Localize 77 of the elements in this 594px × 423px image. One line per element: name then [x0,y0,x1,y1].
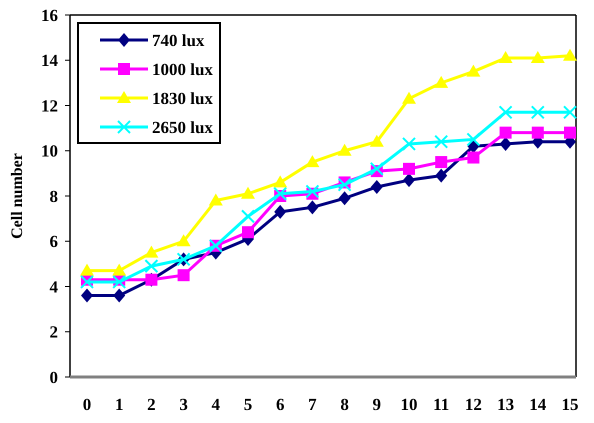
point [305,184,320,198]
point [530,105,545,120]
point [466,132,480,146]
point [467,152,480,164]
point [176,234,191,246]
point [81,288,93,303]
point [241,186,255,199]
x-tick-label: 15 [562,395,578,414]
point [241,209,255,224]
x-tick-label: 14 [529,395,547,414]
y-axis-title: Cell number [9,153,26,239]
point [402,136,416,151]
point [338,191,351,206]
point [80,274,94,289]
point [144,246,158,258]
point [273,175,288,188]
point [338,178,352,192]
x-tick-label: 2 [147,395,156,414]
y-tick-label: 16 [41,6,58,25]
y-tick-label: 8 [50,186,58,206]
x-tick-label: 1 [114,395,124,414]
y-tick-label: 4 [50,277,58,296]
point [466,64,480,77]
point [563,105,577,120]
x-tick-label: 9 [372,395,382,414]
point [498,105,513,120]
point [208,194,223,206]
y-tick-label: 10 [41,142,58,161]
point [403,173,415,188]
point [370,134,384,147]
x-tick-label: 3 [179,395,188,414]
x-tick-label: 4 [212,395,221,414]
point [563,48,577,61]
x-tick-label: 11 [433,395,450,414]
point [305,155,320,168]
point [306,200,318,214]
x-tick-label: 13 [497,395,514,414]
point [435,156,448,168]
y-tick-label: 2 [50,322,58,342]
point [500,136,512,151]
point [178,269,190,282]
point [500,126,512,139]
legend-label: 2650 lux [152,118,214,137]
x-tick-label: 12 [464,395,482,414]
y-tick-label: 12 [41,96,58,116]
legend-label: 740 lux [152,30,205,50]
x-tick-label: 10 [400,395,418,414]
point [80,264,94,276]
point [532,126,544,139]
point [112,264,126,276]
point [435,168,448,183]
point [112,274,126,289]
y-tick-label: 0 [50,368,58,387]
point [144,259,158,274]
x-tick-label: 6 [276,395,284,414]
point [434,76,448,88]
y-tick-label: 14 [41,51,58,70]
point [338,144,352,156]
point [403,162,415,175]
point [530,50,545,63]
x-tick-label: 8 [340,395,349,414]
x-tick-label: 7 [308,395,318,414]
point [564,126,576,139]
point [434,134,448,149]
point [370,162,384,176]
x-tick-label: 0 [82,395,92,414]
legend-label: 1000 lux [152,60,214,79]
point [113,288,126,303]
point [273,186,288,201]
point [498,50,513,63]
point [402,92,416,104]
point [370,180,383,194]
legend-label: 1830 lux [152,88,214,108]
x-tick-label: 5 [244,395,252,414]
y-tick-label: 6 [50,232,58,252]
point [242,226,254,238]
point [274,204,286,219]
